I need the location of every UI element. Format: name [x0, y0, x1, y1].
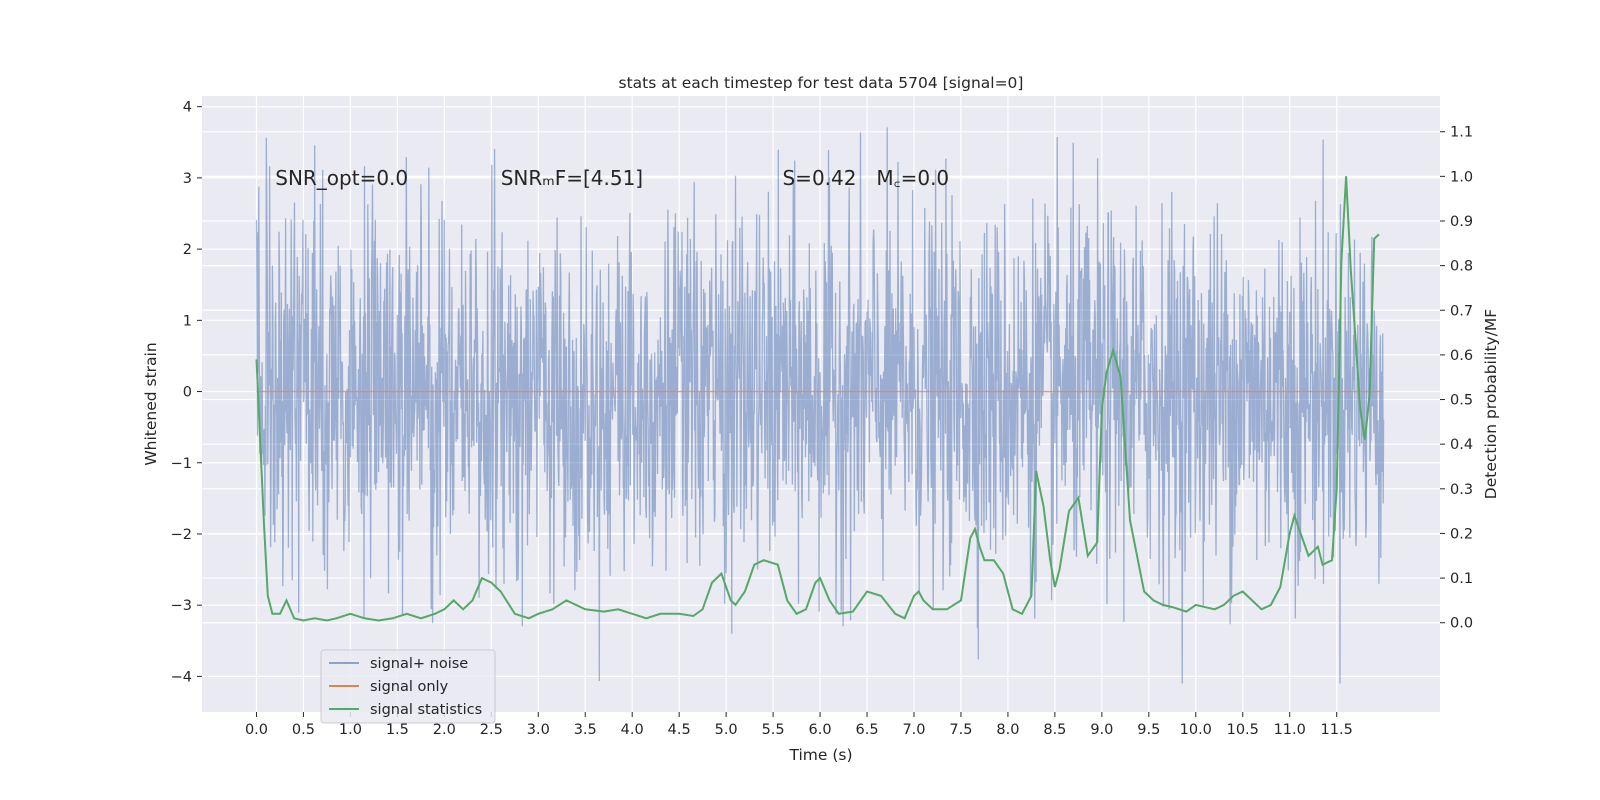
- y-tick-label-7: 3: [183, 171, 192, 187]
- annotation-snr-opt: SNR_opt=0.0: [275, 166, 408, 190]
- y-axis-ticks: −4 −3 −2 −1 0 1 2 3 4: [171, 100, 202, 685]
- legend-label-signal-only: signal only: [370, 679, 449, 695]
- x-tick-label-20: 10.0: [1180, 722, 1212, 738]
- y-tick-label-0: −4: [171, 669, 192, 685]
- x-tick-label-0: 0.0: [245, 722, 268, 738]
- y-tick-label-1: −3: [171, 598, 192, 614]
- annotation-s-value: S=0.42: [782, 166, 856, 190]
- legend-label-signal-statistics: signal statistics: [370, 702, 482, 718]
- x-axis-ticks: 0.0 0.5 1.0 1.5 2.0 2.5 3.0 3.5 4.0 4.5 5.0 5.5 6.0 6…: [245, 712, 1353, 738]
- y-tick-label-8: 4: [183, 100, 192, 116]
- y2-tick-label-10: 1.0: [1450, 169, 1473, 185]
- x-tick-label-17: 8.5: [1043, 722, 1066, 738]
- x-tick-label-12: 6.0: [809, 722, 832, 738]
- signal-statistics-line: [255, 176, 1380, 622]
- x-tick-label-7: 3.5: [574, 722, 597, 738]
- legend-box: [320, 649, 496, 724]
- annotations: SNR_opt=0.0 SNRₘF=[4.51] S=0.42 M꜀=0.0: [275, 166, 949, 190]
- grid: [202, 96, 1440, 712]
- y-tick-label-4: 0: [183, 385, 192, 401]
- y2-tick-label-5: 0.5: [1450, 393, 1473, 409]
- y2-axis-label: Detection probability/MF: [1482, 309, 1500, 500]
- series-signal-statistics: [255, 176, 1380, 622]
- legend: signal+ noise signal only signal statist…: [320, 649, 496, 724]
- annotation-mc-value: M꜀=0.0: [876, 166, 949, 190]
- x-tick-label-18: 9.0: [1090, 722, 1113, 738]
- legend-label-signal-noise: signal+ noise: [370, 656, 468, 672]
- y2-tick-label-4: 0.4: [1450, 437, 1473, 453]
- y2-tick-label-11: 1.1: [1450, 125, 1473, 141]
- x-tick-label-22: 11.0: [1274, 722, 1306, 738]
- y2-tick-label-3: 0.3: [1450, 482, 1473, 498]
- y-tick-label-2: −2: [171, 527, 192, 543]
- x-tick-label-16: 8.0: [996, 722, 1019, 738]
- y-tick-label-6: 2: [183, 242, 192, 258]
- chart-title: stats at each timestep for test data 570…: [619, 74, 1024, 92]
- series-signal-noise: [255, 127, 1385, 684]
- x-tick-label-15: 7.5: [949, 722, 972, 738]
- y-axis-label: Whitened strain: [142, 342, 160, 465]
- x-tick-label-4: 2.0: [433, 722, 456, 738]
- x-tick-label-14: 7.0: [902, 722, 925, 738]
- y2-tick-label-9: 0.9: [1450, 214, 1473, 230]
- x-tick-label-11: 5.5: [762, 722, 785, 738]
- y2-axis-ticks: 0.0 0.1 0.2 0.3 0.4 0.5 0.6 0.7 0.8 0.9 1.0 1.1: [1440, 125, 1473, 632]
- x-tick-label-3: 1.5: [386, 722, 409, 738]
- y2-tick-label-8: 0.8: [1450, 259, 1473, 275]
- x-tick-label-21: 10.5: [1227, 722, 1259, 738]
- y2-tick-label-0: 0.0: [1450, 616, 1473, 632]
- x-tick-label-8: 4.0: [621, 722, 644, 738]
- noise-trace: [255, 127, 1385, 684]
- x-tick-label-23: 11.5: [1321, 722, 1353, 738]
- x-tick-label-19: 9.5: [1137, 722, 1160, 738]
- x-tick-label-6: 3.0: [527, 722, 550, 738]
- y2-tick-label-2: 0.2: [1450, 526, 1473, 542]
- annotation-snr-mf: SNRₘF=[4.51]: [501, 166, 643, 190]
- x-tick-label-5: 2.5: [480, 722, 503, 738]
- y2-tick-label-1: 0.1: [1450, 571, 1473, 587]
- y2-tick-label-6: 0.6: [1450, 348, 1473, 364]
- x-tick-label-13: 6.5: [855, 722, 878, 738]
- y-tick-label-3: −1: [171, 456, 192, 472]
- x-tick-label-9: 4.5: [668, 722, 691, 738]
- x-axis-label: Time (s): [788, 746, 852, 764]
- y-tick-label-5: 1: [183, 313, 192, 329]
- y2-tick-label-7: 0.7: [1450, 303, 1473, 319]
- x-tick-label-2: 1.0: [339, 722, 362, 738]
- x-tick-label-1: 0.5: [292, 722, 315, 738]
- x-tick-label-10: 5.0: [715, 722, 738, 738]
